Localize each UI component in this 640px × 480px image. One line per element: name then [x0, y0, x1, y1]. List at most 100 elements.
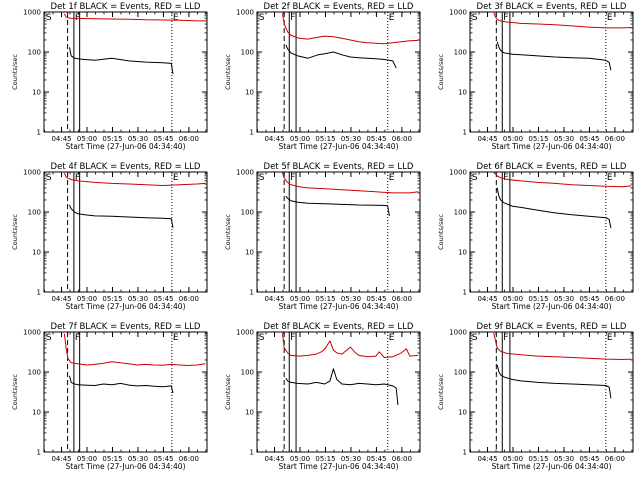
x-tick-label: 04:45	[264, 295, 284, 303]
series-events-line	[285, 368, 399, 406]
y-axis-label: Counts/sec	[224, 214, 232, 250]
marker-label-f: F	[75, 333, 80, 343]
x-tick-label: 04:45	[51, 295, 71, 303]
y-axis-label: Counts/sec	[11, 214, 19, 250]
x-tick-label: 04:45	[264, 135, 284, 143]
marker-label-s: S	[472, 173, 478, 183]
x-tick-label: 05:45	[153, 135, 173, 143]
marker-label-e: E	[173, 173, 179, 183]
x-axis-label: Start Time (27-Jun-06 04:34:40)	[492, 142, 612, 151]
series-events-line	[69, 375, 174, 394]
series-lld-line	[282, 172, 419, 194]
plot-frame	[469, 11, 634, 133]
series-lld-line	[493, 332, 632, 360]
y-tick-label: 10	[245, 409, 254, 417]
marker-label-f: F	[75, 173, 80, 183]
x-tick-label: 05:45	[366, 295, 386, 303]
plot-frame	[256, 11, 421, 133]
plot-frame	[469, 171, 634, 293]
y-tick-label: 1000	[23, 169, 41, 177]
marker-label-s: S	[472, 333, 478, 343]
x-tick-label: 05:00	[290, 295, 310, 303]
x-tick-label: 05:00	[503, 455, 523, 463]
series-events-line	[496, 41, 612, 71]
x-tick-label: 05:45	[579, 295, 599, 303]
x-tick-label: 05:00	[290, 455, 310, 463]
x-tick-label: 05:45	[366, 135, 386, 143]
y-tick-label: 1	[250, 449, 254, 457]
x-tick-label: 05:15	[315, 455, 335, 463]
panel-det-7f: Det 7f BLACK = Events, RED = LLD 1 10 100 10…	[11, 322, 208, 471]
series-events-line	[69, 204, 174, 228]
x-tick-label: 05:30	[341, 135, 361, 143]
y-axis-label: Counts/sec	[11, 374, 19, 410]
x-tick-label: 05:30	[128, 455, 148, 463]
x-tick-label: 05:45	[579, 135, 599, 143]
panel-det-9f: Det 9f BLACK = Events, RED = LLD 1 10 100 10…	[437, 322, 634, 471]
y-tick-label: 1	[463, 449, 467, 457]
x-tick-label: 05:45	[366, 455, 386, 463]
x-tick-label: 06:00	[392, 295, 412, 303]
y-tick-label: 10	[245, 89, 254, 97]
x-tick-label: 06:00	[179, 455, 199, 463]
x-tick-label: 05:45	[579, 455, 599, 463]
marker-label-f: F	[503, 333, 508, 343]
x-axis-label: Start Time (27-Jun-06 04:34:40)	[66, 142, 186, 151]
y-axis-label: Counts/sec	[224, 54, 232, 90]
series-events-line	[69, 47, 174, 75]
x-tick-label: 05:30	[554, 135, 574, 143]
x-tick-label: 05:15	[315, 295, 335, 303]
x-tick-label: 04:45	[477, 295, 497, 303]
x-axis-label: Start Time (27-Jun-06 04:34:40)	[492, 462, 612, 471]
panel-det-5f: Det 5f BLACK = Events, RED = LLD 1 10 100 10…	[224, 162, 421, 311]
panel-title: Det 2f BLACK = Events, RED = LLD	[264, 2, 414, 12]
x-tick-label: 05:15	[102, 135, 122, 143]
marker-label-e: E	[173, 333, 179, 343]
y-tick-label: 1000	[23, 9, 41, 17]
y-tick-label: 100	[241, 369, 254, 377]
y-tick-label: 10	[458, 409, 467, 417]
series-lld-line	[493, 12, 632, 29]
x-axis-label: Start Time (27-Jun-06 04:34:40)	[279, 462, 399, 471]
x-tick-label: 06:00	[605, 135, 625, 143]
marker-label-e: E	[389, 13, 395, 23]
x-tick-label: 05:00	[503, 135, 523, 143]
x-tick-label: 05:45	[153, 295, 173, 303]
marker-label-f: F	[503, 173, 508, 183]
plot-frame	[43, 331, 208, 453]
y-tick-label: 100	[454, 369, 467, 377]
x-tick-label: 05:00	[77, 455, 97, 463]
marker-label-e: E	[173, 13, 179, 23]
marker-label-s: S	[259, 333, 265, 343]
marker-label-e: E	[389, 173, 395, 183]
x-tick-label: 05:00	[290, 135, 310, 143]
y-tick-label: 1000	[236, 169, 254, 177]
marker-label-s: S	[259, 173, 265, 183]
x-tick-label: 04:45	[264, 455, 284, 463]
panel-det-3f: Det 3f BLACK = Events, RED = LLD 1 10 100 10…	[437, 2, 634, 151]
marker-label-s: S	[472, 13, 478, 23]
x-axis-label: Start Time (27-Jun-06 04:34:40)	[279, 302, 399, 311]
y-tick-label: 100	[454, 49, 467, 57]
marker-label-s: S	[259, 13, 265, 23]
x-tick-label: 06:00	[179, 135, 199, 143]
panel-title: Det 7f BLACK = Events, RED = LLD	[51, 322, 201, 332]
marker-label-f: F	[290, 13, 295, 23]
x-tick-label: 05:30	[341, 295, 361, 303]
y-tick-label: 1000	[236, 329, 254, 337]
y-tick-label: 1	[250, 289, 254, 297]
series-lld-line	[63, 172, 206, 186]
x-tick-label: 05:30	[554, 295, 574, 303]
x-tick-label: 06:00	[605, 295, 625, 303]
y-tick-label: 100	[454, 209, 467, 217]
y-tick-label: 1	[37, 129, 41, 137]
panel-title: Det 5f BLACK = Events, RED = LLD	[264, 162, 414, 172]
panel-title: Det 8f BLACK = Events, RED = LLD	[264, 322, 414, 332]
plot-frame	[43, 171, 208, 293]
panel-det-8f: Det 8f BLACK = Events, RED = LLD 1 10 100 10…	[224, 322, 421, 471]
marker-label-e: E	[607, 333, 613, 343]
series-lld-line	[282, 13, 419, 45]
x-tick-label: 04:45	[51, 455, 71, 463]
series-events-line	[285, 195, 390, 216]
series-lld-line	[63, 333, 206, 366]
